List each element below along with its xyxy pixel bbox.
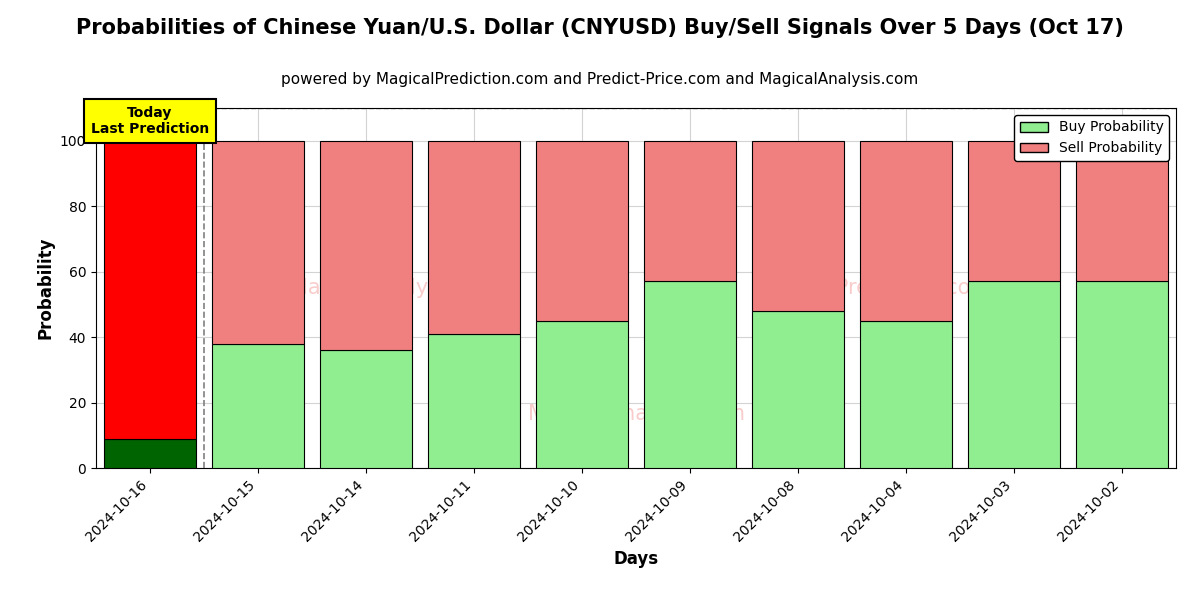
Text: MagicalAnalysis.com: MagicalAnalysis.com bbox=[528, 404, 744, 424]
Bar bbox=[212, 141, 304, 344]
Bar bbox=[860, 321, 952, 468]
Text: Today
Last Prediction: Today Last Prediction bbox=[91, 106, 209, 136]
Bar bbox=[536, 141, 628, 321]
X-axis label: Days: Days bbox=[613, 550, 659, 568]
Text: MagicalAnalysis.com: MagicalAnalysis.com bbox=[290, 278, 506, 298]
Text: powered by MagicalPrediction.com and Predict-Price.com and MagicalAnalysis.com: powered by MagicalPrediction.com and Pre… bbox=[281, 72, 919, 87]
Bar bbox=[104, 141, 196, 439]
Bar bbox=[1076, 281, 1168, 468]
Bar bbox=[1076, 141, 1168, 281]
Bar bbox=[536, 321, 628, 468]
Bar bbox=[752, 141, 844, 311]
Bar bbox=[104, 439, 196, 468]
Bar bbox=[968, 141, 1060, 281]
Y-axis label: Probability: Probability bbox=[36, 237, 54, 339]
Legend: Buy Probability, Sell Probability: Buy Probability, Sell Probability bbox=[1014, 115, 1169, 161]
Bar bbox=[320, 141, 412, 350]
Bar bbox=[320, 350, 412, 468]
Bar bbox=[968, 281, 1060, 468]
Text: Probabilities of Chinese Yuan/U.S. Dollar (CNYUSD) Buy/Sell Signals Over 5 Days : Probabilities of Chinese Yuan/U.S. Dolla… bbox=[76, 18, 1124, 38]
Bar bbox=[644, 281, 736, 468]
Bar bbox=[644, 141, 736, 281]
Bar bbox=[212, 344, 304, 468]
Bar bbox=[752, 311, 844, 468]
Bar bbox=[860, 141, 952, 321]
Text: MagicalPrediction.com: MagicalPrediction.com bbox=[756, 278, 991, 298]
Bar bbox=[428, 334, 520, 468]
Bar bbox=[428, 141, 520, 334]
